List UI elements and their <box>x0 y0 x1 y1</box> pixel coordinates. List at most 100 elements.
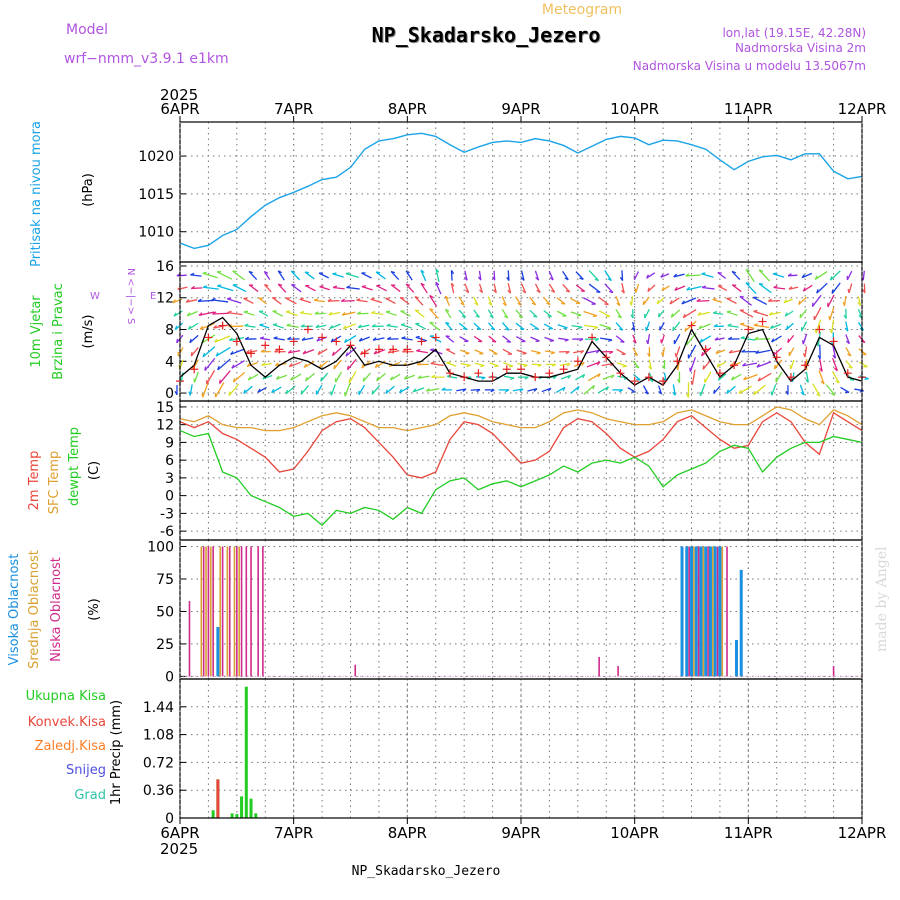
precip-legend-item: Grad <box>74 788 106 803</box>
wind-arrow <box>188 322 199 330</box>
wind-arrowhead <box>629 301 633 306</box>
wind-arrow <box>798 296 807 306</box>
wind-arrowhead <box>345 352 349 357</box>
wind-arrow <box>248 284 259 293</box>
wind-arrow <box>848 283 853 294</box>
wind-arrow <box>216 271 233 280</box>
wind-arrow <box>731 373 742 381</box>
wind-arrowhead <box>742 362 746 367</box>
wind-arrow <box>211 299 229 303</box>
x-tick-label-top: 7APR <box>274 100 313 118</box>
wind-arrowhead <box>753 390 756 396</box>
wind-arrowhead <box>243 310 248 313</box>
wind-arrowhead <box>287 336 292 340</box>
wind-arrow <box>857 322 865 331</box>
wind-arrowhead <box>420 282 425 286</box>
wind-arrow <box>621 283 625 294</box>
wind-arrow <box>320 372 329 382</box>
wind-arrow <box>802 333 808 345</box>
wind-arrow <box>180 372 184 383</box>
cloud-bar-mid <box>721 546 724 677</box>
cloud-bar-high <box>680 546 684 677</box>
wind-arrowhead <box>320 377 323 382</box>
wind-arrow <box>190 274 202 277</box>
wind-arrowhead <box>243 389 246 394</box>
cloud-bar-low <box>688 546 690 677</box>
wind-arrowhead <box>215 352 219 357</box>
wind-arrowhead <box>673 273 678 278</box>
wind-arrowhead <box>670 313 674 318</box>
wind-arrow <box>831 319 835 334</box>
wind-arrowhead <box>412 388 417 393</box>
x-tick-label-top: 11APR <box>724 100 773 118</box>
wind-arrowhead <box>745 282 750 285</box>
wind-arrow <box>327 299 340 302</box>
wind-arrowhead <box>594 278 599 282</box>
wind-arrow <box>648 359 652 370</box>
wind-arrow <box>656 297 665 305</box>
wind-arrow <box>272 297 282 305</box>
wind-arrowhead <box>344 338 348 343</box>
wind-arrow <box>330 384 336 396</box>
wind-arrow <box>534 283 541 293</box>
wind-arrowhead <box>490 389 495 393</box>
wind-arrowhead <box>732 284 737 287</box>
wind-arrow <box>675 346 681 358</box>
wind-arrow <box>686 285 702 291</box>
wind-arrowhead <box>374 363 378 368</box>
wind-arrow <box>658 309 665 318</box>
wind-arrow <box>717 272 727 279</box>
wind-arrow <box>815 319 822 334</box>
wind-arrowhead <box>172 299 176 304</box>
wind-gust-marker <box>673 357 682 366</box>
wind-arrow <box>501 295 507 306</box>
wind-arrowhead <box>660 339 663 344</box>
wind-arrow <box>202 272 218 279</box>
wind-arrowhead <box>552 375 557 380</box>
wind-arrow <box>556 310 567 317</box>
wind-arrowhead <box>784 312 788 317</box>
wind-arrow <box>790 359 795 370</box>
wind-arrowhead <box>745 268 750 272</box>
wind-arrowhead <box>769 325 774 329</box>
cloud-bar-low <box>207 546 210 677</box>
wind-arrowhead <box>502 302 507 307</box>
compass-arrows: <−|−> <box>125 278 136 315</box>
wind-arrowhead <box>645 339 649 345</box>
cloud-bar-mid <box>205 546 207 677</box>
wind-arrow <box>555 386 566 394</box>
wind-arrowhead <box>713 310 718 314</box>
wind-arrow <box>716 361 726 368</box>
y-tick-label: 0 <box>165 489 174 505</box>
wind-arrowhead <box>646 274 650 279</box>
chart-title: Meteogram <box>542 2 622 18</box>
wind-arrowhead <box>522 352 527 355</box>
precip-legend-item: Ukupna Kisa <box>26 689 106 704</box>
wind-arrowhead <box>508 365 514 368</box>
wind-arrow <box>386 324 398 328</box>
wind-arrow <box>502 348 513 355</box>
wind-arrowhead <box>248 270 254 274</box>
wind-arrowhead <box>400 323 406 326</box>
wind-arrowhead <box>465 352 470 355</box>
wind-arrow <box>543 296 551 305</box>
wind-arrowhead <box>755 350 760 354</box>
wind-arrow <box>301 337 314 341</box>
wind-arrow <box>515 309 524 318</box>
wind-arrowhead <box>232 270 237 273</box>
wind-arrow <box>697 311 711 316</box>
wind-arrow <box>401 337 413 341</box>
wind-arrowhead <box>371 323 376 328</box>
wind-arrowhead <box>636 378 641 381</box>
x-tick-label-top: 12APR <box>838 100 887 118</box>
wind-arrow <box>174 322 184 331</box>
wind-arrowhead <box>566 363 571 367</box>
wind-arrow <box>404 374 415 380</box>
wind-arrowhead <box>387 349 392 354</box>
wind-gust-marker <box>261 341 270 350</box>
wind-arrowhead <box>740 335 745 339</box>
wind-arrow <box>845 321 849 332</box>
wind-arrowhead <box>477 276 482 281</box>
wind-arrowhead <box>862 353 867 356</box>
wind-arrowhead <box>630 314 634 319</box>
